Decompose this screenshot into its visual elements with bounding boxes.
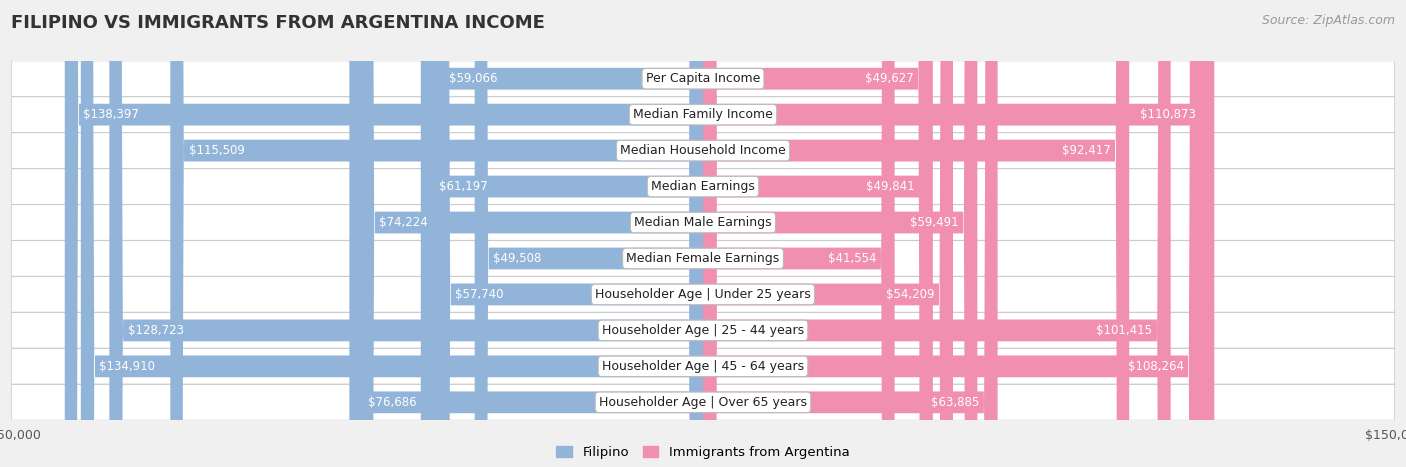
FancyBboxPatch shape: [11, 133, 1395, 169]
Text: Median Family Income: Median Family Income: [633, 108, 773, 121]
Text: $108,264: $108,264: [1128, 360, 1184, 373]
Text: $59,491: $59,491: [910, 216, 959, 229]
FancyBboxPatch shape: [11, 312, 1395, 348]
FancyBboxPatch shape: [110, 0, 703, 467]
FancyBboxPatch shape: [11, 384, 1395, 420]
FancyBboxPatch shape: [11, 276, 1395, 312]
FancyBboxPatch shape: [703, 0, 932, 467]
FancyBboxPatch shape: [11, 61, 1395, 97]
Text: $49,841: $49,841: [866, 180, 914, 193]
FancyBboxPatch shape: [703, 0, 1202, 467]
FancyBboxPatch shape: [11, 169, 1395, 205]
Text: $101,415: $101,415: [1097, 324, 1153, 337]
Text: $92,417: $92,417: [1062, 144, 1111, 157]
FancyBboxPatch shape: [361, 0, 703, 467]
FancyBboxPatch shape: [420, 0, 703, 467]
FancyBboxPatch shape: [475, 0, 703, 467]
FancyBboxPatch shape: [703, 0, 894, 467]
FancyBboxPatch shape: [80, 0, 703, 467]
Text: $134,910: $134,910: [100, 360, 155, 373]
Text: $115,509: $115,509: [188, 144, 245, 157]
Text: $59,066: $59,066: [449, 72, 498, 85]
FancyBboxPatch shape: [349, 0, 703, 467]
FancyBboxPatch shape: [11, 97, 1395, 133]
FancyBboxPatch shape: [703, 0, 1215, 467]
Text: $54,209: $54,209: [886, 288, 935, 301]
Text: Householder Age | 45 - 64 years: Householder Age | 45 - 64 years: [602, 360, 804, 373]
Text: $49,627: $49,627: [865, 72, 914, 85]
Text: $138,397: $138,397: [83, 108, 139, 121]
FancyBboxPatch shape: [703, 0, 1129, 467]
FancyBboxPatch shape: [11, 348, 1395, 384]
Text: FILIPINO VS IMMIGRANTS FROM ARGENTINA INCOME: FILIPINO VS IMMIGRANTS FROM ARGENTINA IN…: [11, 14, 546, 32]
Text: Householder Age | 25 - 44 years: Householder Age | 25 - 44 years: [602, 324, 804, 337]
FancyBboxPatch shape: [703, 0, 1171, 467]
Text: $57,740: $57,740: [456, 288, 503, 301]
FancyBboxPatch shape: [170, 0, 703, 467]
FancyBboxPatch shape: [703, 0, 953, 467]
Text: Median Household Income: Median Household Income: [620, 144, 786, 157]
FancyBboxPatch shape: [11, 205, 1395, 241]
FancyBboxPatch shape: [65, 0, 703, 467]
Text: $49,508: $49,508: [494, 252, 541, 265]
Text: Median Female Earnings: Median Female Earnings: [627, 252, 779, 265]
Text: $41,554: $41,554: [828, 252, 876, 265]
Legend: Filipino, Immigrants from Argentina: Filipino, Immigrants from Argentina: [551, 440, 855, 464]
Text: $61,197: $61,197: [439, 180, 488, 193]
Text: $76,686: $76,686: [368, 396, 416, 409]
Text: Median Earnings: Median Earnings: [651, 180, 755, 193]
Text: $74,224: $74,224: [380, 216, 427, 229]
Text: Householder Age | Under 25 years: Householder Age | Under 25 years: [595, 288, 811, 301]
Text: Per Capita Income: Per Capita Income: [645, 72, 761, 85]
FancyBboxPatch shape: [703, 0, 977, 467]
FancyBboxPatch shape: [430, 0, 703, 467]
Text: Source: ZipAtlas.com: Source: ZipAtlas.com: [1261, 14, 1395, 27]
FancyBboxPatch shape: [437, 0, 703, 467]
FancyBboxPatch shape: [703, 0, 998, 467]
Text: $128,723: $128,723: [128, 324, 184, 337]
Text: $63,885: $63,885: [931, 396, 979, 409]
Text: Median Male Earnings: Median Male Earnings: [634, 216, 772, 229]
FancyBboxPatch shape: [703, 0, 932, 467]
Text: Householder Age | Over 65 years: Householder Age | Over 65 years: [599, 396, 807, 409]
Text: $110,873: $110,873: [1140, 108, 1197, 121]
FancyBboxPatch shape: [11, 241, 1395, 276]
